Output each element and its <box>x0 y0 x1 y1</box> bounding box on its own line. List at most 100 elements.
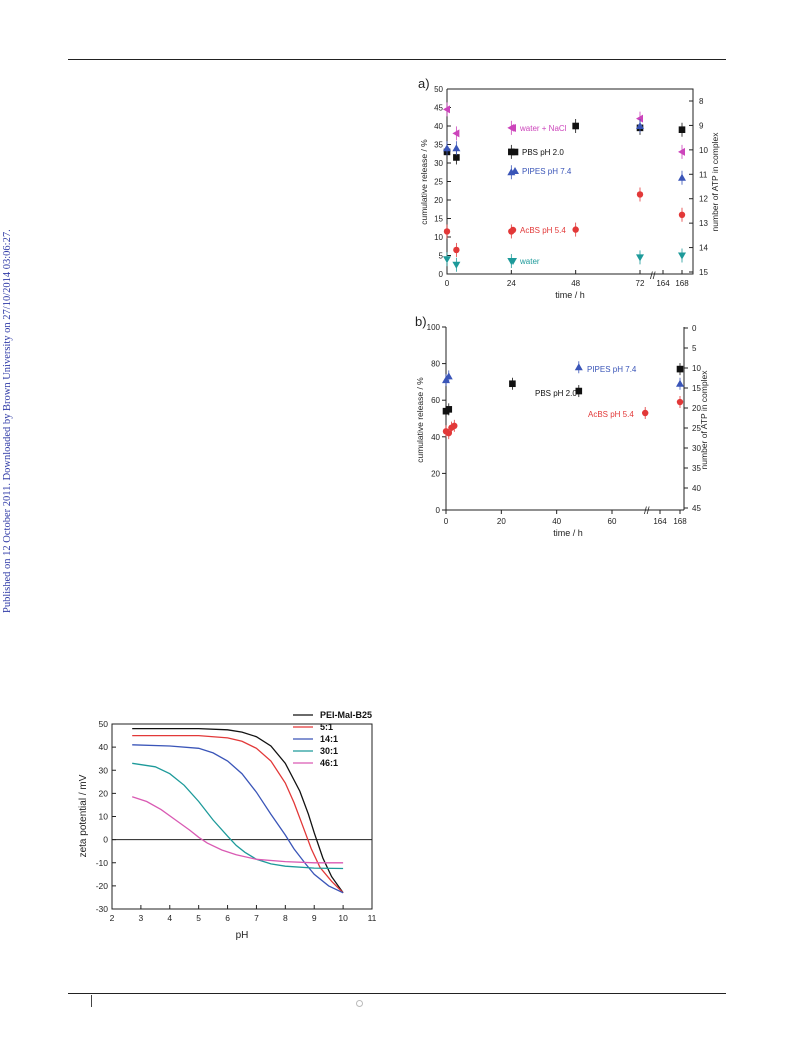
x-tick-label-a: 72 <box>636 279 645 288</box>
curve-30-1 <box>132 762 344 870</box>
x-tick-label-a: 164 <box>656 279 670 288</box>
y-tick-label-b: 40 <box>431 433 440 442</box>
data-point-pbs-ph-2-0-a <box>678 126 686 133</box>
x-tick-label-zeta: 2 <box>110 913 115 923</box>
y-tick-label-a: 40 <box>434 122 443 131</box>
y2-tick-label-a: 11 <box>699 170 708 179</box>
y2-tick-label-b: 15 <box>692 384 701 393</box>
data-point-acbs-ph-5-4-b <box>676 398 684 406</box>
y-tick-label-b: 20 <box>431 469 440 478</box>
legend-label-zeta: 30:1 <box>320 746 338 756</box>
y-tick-label-a: 0 <box>439 270 444 279</box>
x-tick-label-zeta: 4 <box>167 913 172 923</box>
x-tick-label-b: 20 <box>497 517 506 526</box>
legend-label-zeta: PEI-Mal-B25 <box>320 710 372 720</box>
y2-tick-label-a: 12 <box>699 195 708 204</box>
y2-tick-label-b: 10 <box>692 364 701 373</box>
x-tick-label-b: 0 <box>444 517 449 526</box>
legend-label-a: PBS pH 2.0 <box>522 148 564 157</box>
y-tick-label-a: 25 <box>434 178 443 187</box>
y-tick-label-zeta: 10 <box>99 812 109 822</box>
x-tick-label-zeta: 11 <box>368 913 377 923</box>
footer-mark <box>91 995 92 1007</box>
y2-tick-label-b: 5 <box>692 344 697 353</box>
legend-label-a: water + NaCl <box>519 124 567 133</box>
legend-label-zeta: 5:1 <box>320 722 333 732</box>
data-point-pbs-ph-2-0-b <box>445 406 453 413</box>
data-point-pbs-ph-2-0-a <box>508 148 515 156</box>
curve-14-1 <box>132 744 344 894</box>
data-point-acbs-ph-5-4-a <box>636 191 644 198</box>
y-tick-label-zeta: -20 <box>96 881 109 891</box>
y-tick-label-zeta: 20 <box>99 788 109 798</box>
y2-tick-label-a: 14 <box>699 244 708 253</box>
y-tick-label-zeta: 0 <box>103 835 108 845</box>
legend-label-b: PBS pH 2.0 <box>535 389 577 398</box>
x-tick-label-zeta: 9 <box>312 913 317 923</box>
y-tick-label-b: 0 <box>436 506 441 515</box>
y2-tick-label-b: 0 <box>692 324 697 333</box>
x-tick-label-a: 0 <box>445 279 450 288</box>
data-point-acbs-ph-5-4-a <box>678 211 686 218</box>
y-tick-label-a: 5 <box>439 252 444 261</box>
y-tick-label-zeta: 50 <box>99 719 109 729</box>
y-tick-label-b: 60 <box>431 396 440 405</box>
legend-marker-water-a <box>509 258 517 265</box>
y-tick-label-a: 35 <box>434 141 443 150</box>
axis-break-b: // <box>644 506 650 517</box>
y2-tick-label-b: 45 <box>692 504 701 513</box>
axis-break-a: // <box>650 271 656 282</box>
y-tick-label-a: 15 <box>434 215 443 224</box>
data-point-acbs-ph-5-4-a <box>453 246 460 254</box>
data-point-water-a <box>678 252 686 260</box>
y-tick-label-a: 10 <box>434 233 443 242</box>
y-tick-label-zeta: -10 <box>96 858 109 868</box>
y-tick-label-zeta: -30 <box>96 904 109 914</box>
y2-tick-label-a: 10 <box>699 146 708 155</box>
data-point-acbs-ph-5-4-b <box>642 409 649 417</box>
y2-tick-label-b: 35 <box>692 464 701 473</box>
legend-marker-water-nacl-a <box>509 124 516 132</box>
data-point-pipes-ph-7-4-a <box>452 144 461 152</box>
y-tick-label-a: 50 <box>434 85 443 94</box>
x-tick-label-a: 168 <box>675 279 689 288</box>
y-tick-label-a: 30 <box>434 159 443 168</box>
y2-axis-label-b: number of ATP in complex <box>699 370 709 470</box>
y-axis-label-b: cumulative release / % <box>415 377 425 463</box>
y-tick-label-a: 45 <box>434 104 443 113</box>
legend-label-zeta: 46:1 <box>320 758 338 768</box>
curve-pei-mal-b25 <box>132 727 344 894</box>
x-tick-label-zeta: 6 <box>225 913 230 923</box>
legend-label-a: AcBS pH 5.4 <box>520 226 566 235</box>
data-point-pbs-ph-2-0-b <box>676 365 684 373</box>
y2-tick-label-a: 13 <box>699 219 708 228</box>
data-point-pbs-ph-2-0-b <box>509 380 516 388</box>
y2-tick-label-b: 30 <box>692 444 701 453</box>
curve-46-1 <box>131 796 344 864</box>
legend-marker-pbs-ph-2-0-a <box>511 148 519 156</box>
legend-label-a: PIPES pH 7.4 <box>522 167 572 176</box>
plot-axes-b <box>445 327 684 511</box>
y-tick-label-b: 100 <box>427 323 441 332</box>
y2-tick-label-a: 15 <box>699 268 708 277</box>
y-axis-label-zeta: zeta potential / mV <box>78 774 89 857</box>
y2-tick-label-b: 40 <box>692 484 701 493</box>
data-point-water-nacl-a <box>443 105 450 114</box>
y-tick-label-b: 80 <box>431 360 440 369</box>
legend-label-b: PIPES pH 7.4 <box>587 365 637 374</box>
legend-marker-pipes-ph-7-4-a <box>511 167 519 174</box>
curve-5-1 <box>132 734 344 894</box>
data-point-pipes-ph-7-4-a <box>636 122 644 129</box>
y-axis-label-a: cumulative release / % <box>419 139 429 225</box>
bottom-rule <box>68 993 726 994</box>
x-axis-label-b: time / h <box>553 528 583 538</box>
x-tick-label-b: 168 <box>673 517 687 526</box>
data-point-pipes-ph-7-4-b <box>444 372 453 380</box>
y2-tick-label-b: 25 <box>692 424 701 433</box>
x-tick-label-b: 40 <box>552 517 561 526</box>
data-point-pbs-ph-2-0-a <box>453 154 460 161</box>
data-point-water-nacl-a <box>452 129 460 138</box>
data-point-water-nacl-a <box>636 114 643 123</box>
data-point-acbs-ph-5-4-a <box>572 226 579 233</box>
